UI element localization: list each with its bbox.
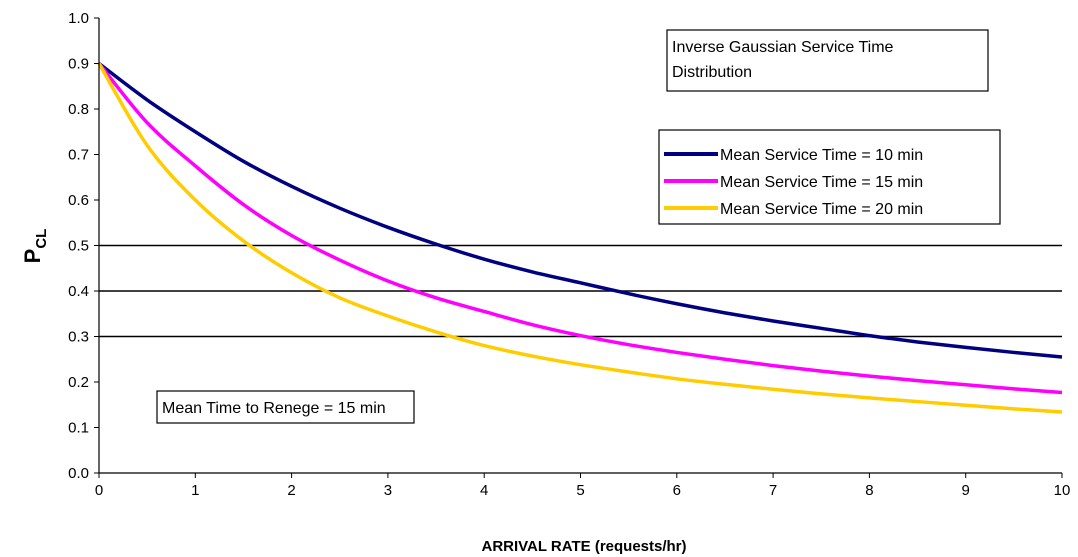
x-tick-label: 2 bbox=[287, 482, 295, 499]
x-tick-label: 9 bbox=[962, 482, 970, 499]
legend: Mean Service Time = 10 min Mean Service … bbox=[658, 129, 1001, 225]
renege-box-border bbox=[156, 390, 415, 424]
series-line-0 bbox=[97, 62, 1063, 359]
y-tick-label: 0.9 bbox=[68, 56, 89, 73]
legend-label-20min: Mean Service Time = 20 min bbox=[720, 201, 923, 218]
x-tick-label: 3 bbox=[384, 482, 392, 499]
series-line-2 bbox=[97, 62, 1063, 414]
legend-label-10min: Mean Service Time = 10 min bbox=[720, 147, 923, 164]
info-box: Inverse Gaussian Service Time Distributi… bbox=[666, 29, 989, 92]
renege-box-text: Mean Time to Renege = 15 min bbox=[162, 400, 386, 417]
info-box-line-2: Distribution bbox=[672, 64, 752, 81]
series-line-1 bbox=[97, 62, 1063, 395]
y-tick-label: 0.2 bbox=[68, 374, 89, 391]
x-axis-title: ARRIVAL RATE (requests/hr) bbox=[481, 538, 686, 555]
x-tick-label: 8 bbox=[865, 482, 873, 499]
x-tick-label: 7 bbox=[769, 482, 777, 499]
y-tick-label: 0.7 bbox=[68, 147, 89, 164]
y-tick-label: 0.3 bbox=[68, 329, 89, 346]
y-tick-label: 0.4 bbox=[68, 283, 89, 300]
x-tick-label: 5 bbox=[576, 482, 584, 499]
x-tick-label: 10 bbox=[1054, 482, 1071, 499]
y-tick-label: 0.0 bbox=[68, 465, 89, 482]
y-tick-label: 0.8 bbox=[68, 101, 89, 118]
y-axis-title-main: P bbox=[20, 249, 45, 264]
info-box-line-1: Inverse Gaussian Service Time bbox=[672, 39, 894, 56]
y-axis-title-subscript: CL bbox=[33, 229, 50, 249]
y-tick-label: 1.0 bbox=[68, 10, 89, 27]
x-tick-label: 4 bbox=[480, 482, 488, 499]
info-box-border bbox=[666, 29, 989, 92]
legend-label-15min: Mean Service Time = 15 min bbox=[720, 174, 923, 191]
y-tick-label: 0.6 bbox=[68, 192, 89, 209]
y-axis-title: PCL bbox=[20, 229, 50, 264]
legend-border bbox=[658, 129, 1001, 225]
y-tick-label: 0.5 bbox=[68, 238, 89, 255]
x-tick-label: 1 bbox=[191, 482, 199, 499]
y-tick-label: 0.1 bbox=[68, 420, 89, 437]
x-tick-label: 6 bbox=[673, 482, 681, 499]
x-tick-label: 0 bbox=[95, 482, 103, 499]
renege-box: Mean Time to Renege = 15 min bbox=[156, 390, 415, 424]
